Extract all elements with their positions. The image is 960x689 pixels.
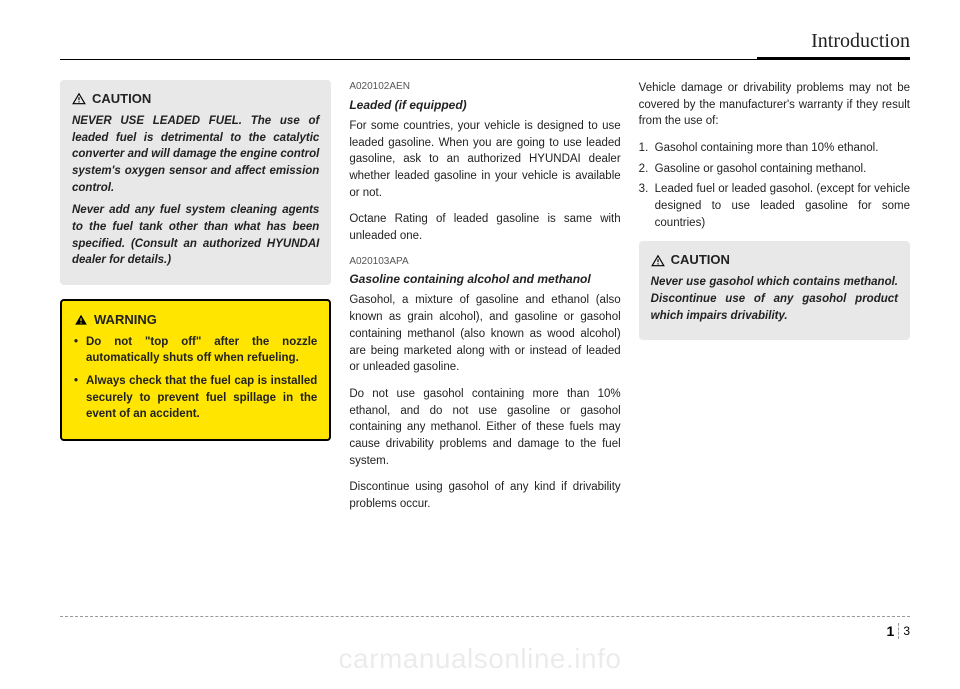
caution-title: CAUTION	[651, 251, 898, 270]
numbered-list: Gasohol containing more than 10% ethanol…	[639, 140, 910, 231]
paragraph: Vehicle damage or drivability problems m…	[639, 80, 910, 130]
section-code: A020102AEN	[349, 80, 620, 95]
chapter-number: 1	[887, 623, 900, 639]
caution-label: CAUTION	[92, 90, 151, 109]
list-item: Gasohol containing more than 10% ethanol…	[639, 140, 910, 157]
caution-label: CAUTION	[671, 251, 730, 270]
column-1: CAUTION NEVER USE LEADED FUEL. The use o…	[60, 80, 331, 523]
paragraph: Gasohol, a mixture of gasoline and ethan…	[349, 292, 620, 375]
paragraph: Discontinue using gasohol of any kind if…	[349, 479, 620, 512]
caution-p1: Never use gasohol which contains methano…	[651, 274, 898, 324]
list-item: Gasoline or gasohol containing methanol.	[639, 161, 910, 178]
content-columns: CAUTION NEVER USE LEADED FUEL. The use o…	[60, 80, 910, 523]
paragraph: Do not use gasohol containing more than …	[349, 386, 620, 469]
column-2: A020102AEN Leaded (if equipped) For some…	[349, 80, 620, 523]
warning-title: WARNING	[74, 311, 317, 330]
header-title: Introduction	[811, 30, 910, 52]
caution-box-1: CAUTION NEVER USE LEADED FUEL. The use o…	[60, 80, 331, 285]
caution-title: CAUTION	[72, 90, 319, 109]
page: Introduction CAUTION NEVER USE LEADED FU…	[0, 0, 960, 689]
caution-p2: Never add any fuel system cleaning agent…	[72, 202, 319, 269]
section-code: A020103APA	[349, 255, 620, 270]
warning-label: WARNING	[94, 311, 157, 330]
column-3: Vehicle damage or drivability problems m…	[639, 80, 910, 523]
page-footer: 1 3	[60, 616, 910, 639]
warning-triangle-icon	[74, 313, 88, 327]
warning-item: Do not "top off" after the nozzle automa…	[74, 334, 317, 367]
section-subhead: Leaded (if equipped)	[349, 97, 620, 114]
paragraph: For some countries, your vehicle is desi…	[349, 118, 620, 201]
paragraph: Octane Rating of leaded gasoline is same…	[349, 211, 620, 244]
warning-box: WARNING Do not "top off" after the nozzl…	[60, 299, 331, 441]
page-number: 1 3	[887, 623, 910, 639]
warning-triangle-icon	[651, 254, 665, 268]
warning-list: Do not "top off" after the nozzle automa…	[74, 334, 317, 423]
caution-box-2: CAUTION Never use gasohol which contains…	[639, 241, 910, 340]
caution-p1: NEVER USE LEADED FUEL. The use of leaded…	[72, 113, 319, 196]
watermark: carmanualsonline.info	[0, 643, 960, 675]
warning-triangle-icon	[72, 92, 86, 106]
page-header: Introduction	[60, 30, 910, 60]
section-subhead: Gasoline containing alcohol and methanol	[349, 271, 620, 288]
page-number-value: 3	[903, 624, 910, 638]
list-item: Leaded fuel or leaded gasohol. (except f…	[639, 181, 910, 231]
warning-item: Always check that the fuel cap is instal…	[74, 373, 317, 423]
